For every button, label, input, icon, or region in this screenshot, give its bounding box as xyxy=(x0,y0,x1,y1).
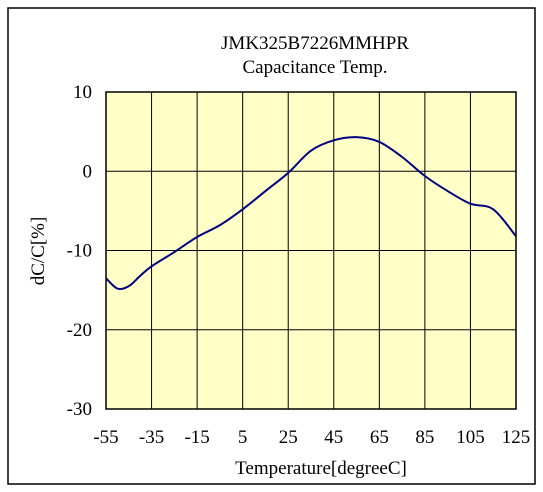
y-tick-label: 10 xyxy=(73,82,92,103)
x-tick-label: 85 xyxy=(415,427,434,448)
x-tick-label: 125 xyxy=(502,427,531,448)
x-tick-label: 5 xyxy=(238,427,248,448)
x-tick-label: 65 xyxy=(370,427,389,448)
x-tick-labels: -55 -35 -15 5 25 45 65 85 105 125 xyxy=(93,427,530,448)
series-line xyxy=(105,136,517,291)
y-tick-label: -20 xyxy=(67,320,92,341)
x-tick-label: -15 xyxy=(184,427,209,448)
y-tick-label: -30 xyxy=(67,399,92,420)
chart-subtitle: Capacitance Temp. xyxy=(243,57,388,78)
x-tick-label: 25 xyxy=(279,427,298,448)
chart-title: JMK325B7226MMHPR xyxy=(221,33,409,54)
plot-frame xyxy=(105,91,517,410)
x-tick-label: 105 xyxy=(456,427,485,448)
y-tick-label: 0 xyxy=(83,161,93,182)
y-tick-label: -10 xyxy=(67,241,92,262)
y-axis-label: dC/C[%] xyxy=(28,217,49,286)
x-axis-label: Temperature[degreeC] xyxy=(235,458,407,479)
x-tick-label: -55 xyxy=(93,427,118,448)
x-tick-label: 45 xyxy=(324,427,343,448)
series-layer xyxy=(105,136,517,291)
y-tick-labels: 10 0 -10 -20 -30 xyxy=(67,82,92,420)
x-tick-label: -35 xyxy=(139,427,164,448)
grid xyxy=(106,92,516,409)
